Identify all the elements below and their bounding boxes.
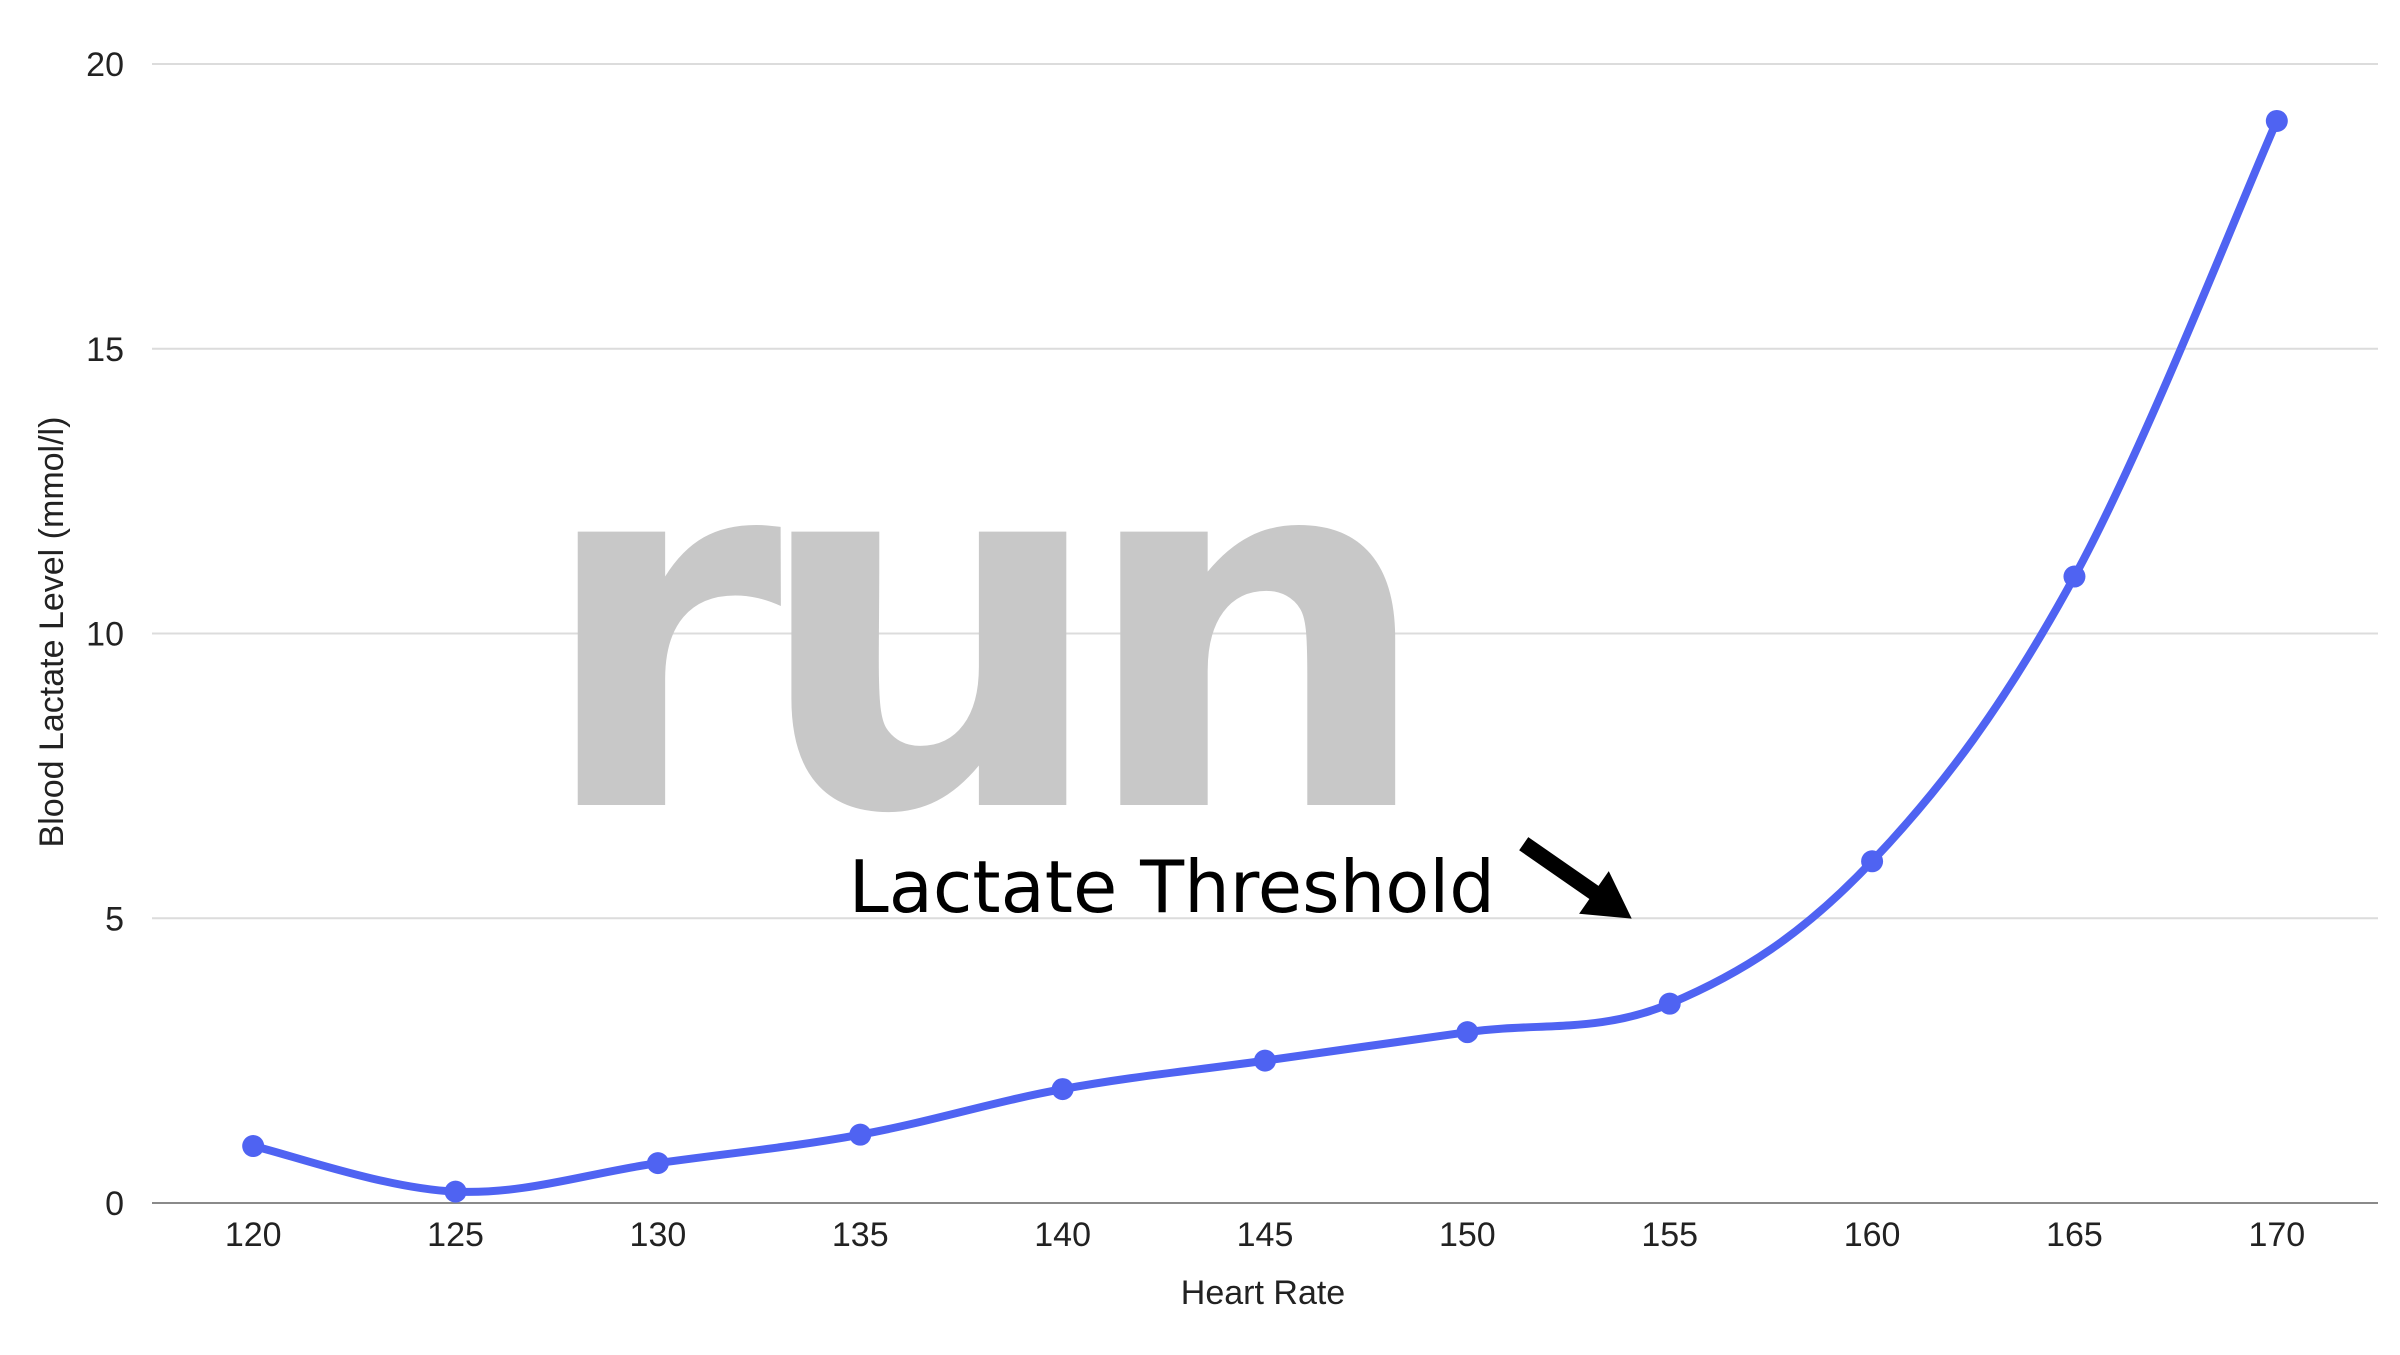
- y-tick-label-20: 20: [86, 46, 124, 84]
- x-tick-label-150: 150: [1439, 1216, 1496, 1254]
- x-tick-label-125: 125: [427, 1216, 484, 1254]
- x-tick-label-170: 170: [2248, 1216, 2305, 1254]
- grid-layer: [152, 63, 2378, 920]
- axis-layer: 0 5 10 15 20 120 125 130 135 140 145 150 155 160 165 17…: [86, 46, 2378, 1254]
- y-tick-label-0: 0: [105, 1185, 124, 1223]
- x-tick-label-130: 130: [630, 1216, 687, 1254]
- watermark-logo: run: [536, 341, 1405, 923]
- x-tick-label-120: 120: [225, 1216, 282, 1254]
- y-tick-label-10: 10: [86, 616, 124, 654]
- data-point-155: [1658, 992, 1681, 1015]
- x-tick-label-140: 140: [1034, 1216, 1091, 1254]
- data-point-120: [242, 1135, 265, 1158]
- annotation-arrow: [1519, 837, 1632, 919]
- series-layer: [242, 109, 2288, 1203]
- x-tick-label-155: 155: [1641, 1216, 1698, 1254]
- annotation-label: Lactate Threshold: [849, 845, 1495, 929]
- data-point-130: [646, 1152, 669, 1175]
- y-tick-label-5: 5: [105, 900, 124, 938]
- x-axis-label: Heart Rate: [1181, 1274, 1345, 1312]
- series-line-0: [249, 116, 2281, 1196]
- data-point-140: [1051, 1078, 1074, 1101]
- data-point-135: [849, 1123, 872, 1146]
- y-tick-label-15: 15: [86, 331, 124, 369]
- data-point-145: [1254, 1049, 1276, 1072]
- data-point-125: [444, 1180, 467, 1203]
- data-point-170: [2265, 109, 2288, 132]
- x-tick-label-165: 165: [2046, 1216, 2103, 1254]
- x-tick-label-145: 145: [1237, 1216, 1294, 1254]
- x-tick-label-135: 135: [832, 1216, 889, 1254]
- data-point-165: [2063, 565, 2086, 588]
- annotation-layer: Lactate Threshold: [849, 837, 1632, 929]
- data-point-150: [1456, 1021, 1479, 1044]
- x-tick-label-160: 160: [1844, 1216, 1901, 1254]
- y-axis-label: Blood Lactate Level (mmol/l): [33, 417, 71, 848]
- data-point-160: [1861, 850, 1884, 873]
